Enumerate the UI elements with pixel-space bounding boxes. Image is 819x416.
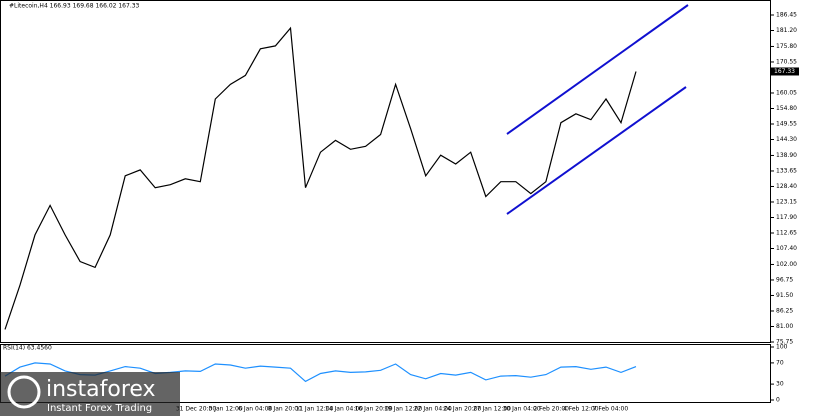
- x-tick-label: 3 Jan 12:00: [209, 406, 243, 413]
- y-tick-label: 123.15: [776, 198, 797, 205]
- y-tick-label: 112.65: [776, 230, 797, 237]
- y-tick-label: 175.80: [776, 43, 797, 50]
- y-tick-label: 102.00: [776, 261, 797, 268]
- y-tick-label: 96.75: [776, 276, 793, 283]
- y-tick-label: 91.50: [776, 292, 793, 299]
- x-tick-label: 27 Jan 12:00: [473, 406, 511, 413]
- y-tick-label: 81.00: [776, 323, 793, 330]
- y-tick-label: 160.05: [776, 89, 797, 96]
- last-price-box: [771, 67, 799, 76]
- channel-line: [506, 4, 689, 135]
- y-tick-label: 170.55: [776, 58, 797, 65]
- rsi-tick-label: 30: [776, 381, 784, 388]
- y-tick-label: 181.20: [776, 27, 797, 34]
- x-tick-label: 24 Jan 20:00: [443, 406, 481, 413]
- x-tick-label: 7 Feb 04:00: [593, 406, 629, 413]
- rsi-tick-label: 0: [776, 397, 780, 404]
- x-tick-label: 4 Feb 12:00: [563, 406, 599, 413]
- chart-title: #Litecoin,H4 166.93 169.68 166.02 167.33: [9, 3, 140, 10]
- x-tick-label: 2 Feb 20:00: [533, 406, 569, 413]
- logo-icon: [7, 375, 41, 409]
- main-frame: [0, 0, 771, 343]
- last-price-label: 167.33: [774, 68, 795, 75]
- y-tick-label: 117.90: [776, 214, 797, 221]
- y-tick-label: 107.40: [776, 245, 797, 252]
- y-tick-label: 154.80: [776, 105, 797, 112]
- x-tick-label: 6 Jan 04:00: [238, 406, 272, 413]
- y-tick-label: 149.55: [776, 121, 797, 128]
- x-tick-label: 16 Jan 20:00: [355, 406, 393, 413]
- rsi-line: [4, 362, 637, 383]
- channel-line: [506, 86, 687, 215]
- x-tick-label: 14 Jan 04:00: [325, 406, 363, 413]
- x-tick-label: 8 Jan 20:00: [268, 406, 302, 413]
- brand-name: instaforex: [46, 377, 156, 402]
- x-tick-label: 19 Jan 12:00: [384, 406, 422, 413]
- price-line: [4, 26, 637, 330]
- y-tick-label: 86.25: [776, 307, 793, 314]
- rsi-tick-label: 100: [776, 344, 788, 351]
- y-tick-label: 128.40: [776, 183, 797, 190]
- y-tick-label: 144.30: [776, 136, 797, 143]
- y-tick-label: 75.75: [776, 339, 793, 346]
- brand-tagline: Instant Forex Trading: [47, 403, 152, 414]
- x-tick-label: 30 Jan 04:00: [503, 406, 541, 413]
- y-tick-label: 138.90: [776, 152, 797, 159]
- logo: instaforex Instant Forex Trading: [0, 372, 180, 416]
- x-tick-label: 22 Jan 04:00: [414, 406, 452, 413]
- rsi-title: RSI(14) 63.4560: [3, 345, 52, 352]
- x-tick-label: 31 Dec 20:00: [176, 406, 217, 413]
- y-tick-label: 186.45: [776, 12, 797, 19]
- rsi-tick-label: 70: [776, 359, 784, 366]
- y-tick-label: 133.65: [776, 167, 797, 174]
- x-tick-label: 11 Jan 12:00: [295, 406, 333, 413]
